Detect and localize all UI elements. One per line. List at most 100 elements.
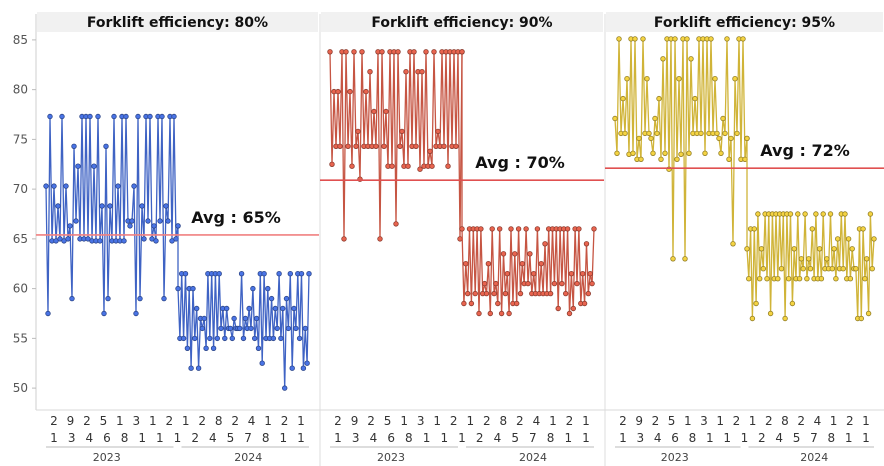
data-point [441,143,447,149]
x-tick-label: 8 [500,414,508,428]
data-point [726,156,732,162]
data-point [75,163,81,169]
data-point [101,310,107,317]
data-point [616,36,622,42]
data-point [678,151,684,157]
data-point [175,223,181,229]
data-point [182,271,189,277]
x-tick-label: 1 [334,431,342,445]
data-point [824,256,830,262]
data-point [845,236,852,242]
data-point [714,130,720,137]
data-point [127,223,133,229]
data-point [746,276,752,282]
data-point [367,68,373,75]
data-point [585,290,591,297]
x-tick-label: 8 [781,414,789,428]
x-tick-label: 4 [370,431,378,445]
series-line [746,138,875,319]
data-point [349,163,355,169]
data-point [91,163,97,169]
x-tick-label: 6 [387,431,395,445]
x-tick-label: 7 [529,431,537,445]
panel-1: Forklift efficiency: 80%Avg : 65%2 9 2 5 1 3 1… [36,12,319,464]
x-tick-label: 4 [494,431,502,445]
x-tick-label: 5 [100,414,108,428]
data-point [238,271,245,277]
data-point [798,256,805,262]
data-point [491,290,497,297]
data-point [670,256,676,262]
y-tick-label: 55 [13,331,28,345]
data-point [270,335,277,342]
x-tick-label: 8 [689,431,697,445]
data-point [660,56,666,62]
x-tick-label: 1 [264,414,272,428]
data-point [131,183,137,189]
data-point [133,310,139,317]
data-point [302,325,308,332]
data-point [214,335,220,342]
x-tick-label: 1 [297,431,305,445]
y-tick-label: 85 [13,33,28,47]
data-point [417,166,423,172]
x-tick-label: 2 [619,414,627,428]
x-tick-label: 5 [511,431,519,445]
data-point [708,36,714,42]
average-label: Avg : 70% [475,153,565,172]
data-point [512,251,518,257]
x-tick-label: 1 [723,431,731,445]
data-point [860,226,866,232]
data-point [871,236,877,242]
x-tick-label: 4 [533,414,541,428]
x-tick-label: 2 [198,414,206,428]
x-tick-label: 2 [231,414,239,428]
x-tick-label: 8 [405,431,413,445]
data-point [345,143,351,149]
data-point [809,226,815,232]
x-tick-label: 4 [654,431,662,445]
data-point [99,203,105,209]
data-point [282,385,288,391]
data-point [523,226,529,232]
data-point [624,75,630,82]
x-tick-label: 3 [700,414,708,428]
data-point [672,36,678,42]
data-point [251,335,258,342]
panel-title: Forklift efficiency: 95% [654,15,835,31]
x-tick-label: 5 [384,414,392,428]
data-point [853,266,859,272]
data-point [698,130,704,137]
data-point [682,256,688,262]
data-point [787,211,794,217]
data-point [381,143,387,149]
data-point [229,335,235,342]
data-point [632,36,638,42]
x-tick-label: 1 [116,414,124,428]
data-point [87,113,93,120]
data-point [730,241,736,247]
data-point [399,128,405,135]
data-point [581,300,588,307]
x-tick-label: 4 [248,414,256,428]
data-point [749,315,756,322]
data-point [272,305,278,312]
data-point [525,280,531,287]
data-point [268,295,275,302]
data-point [753,300,759,307]
data-point [740,36,746,42]
data-point [171,113,177,120]
data-point [253,315,260,322]
x-tick-label: 4 [209,431,217,445]
data-point [842,211,848,217]
data-point [583,241,590,247]
x-tick-label: 1 [182,414,190,428]
panel-title-strip [606,12,883,32]
data-point [570,305,576,312]
data-point [419,68,425,75]
data-point [712,75,718,82]
data-point [831,246,837,252]
data-point [427,148,433,154]
data-point [720,115,726,122]
data-point [67,223,73,229]
